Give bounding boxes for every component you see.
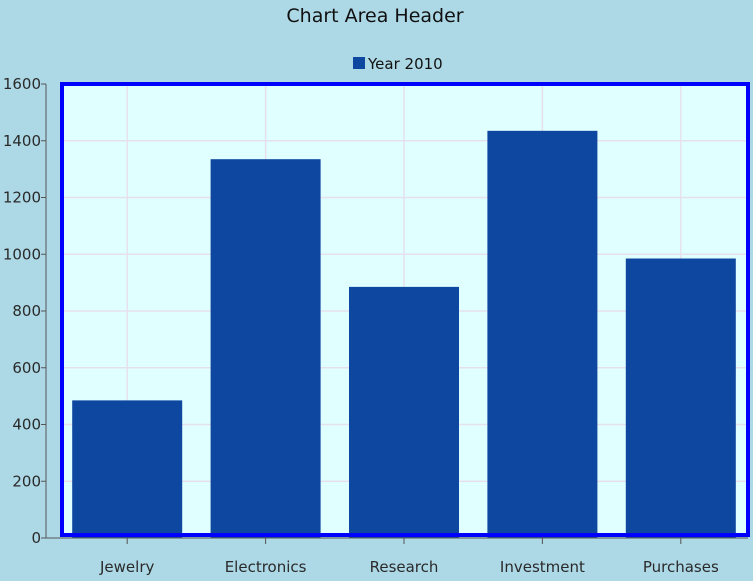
bar-investment[interactable] — [487, 130, 598, 538]
y-tick-label: 800 — [12, 302, 41, 320]
y-tick-label: 200 — [12, 472, 41, 490]
x-tick-label: Investment — [500, 558, 585, 576]
y-axis-ticks: 0 200 400 600 800 1000 1200 1400 1600 — [3, 75, 46, 547]
y-tick-label: 1600 — [3, 75, 41, 93]
x-tick-label: Purchases — [643, 558, 719, 576]
y-tick-label: 600 — [12, 359, 41, 377]
y-tick-label: 1000 — [3, 245, 41, 263]
x-tick-label: Jewelry — [99, 558, 154, 576]
bars — [72, 130, 736, 538]
legend-label: Year 2010 — [367, 55, 443, 73]
y-tick-label: 0 — [31, 529, 41, 547]
x-tick-label: Electronics — [225, 558, 307, 576]
legend: Year 2010 — [353, 55, 443, 73]
x-tick-label: Research — [370, 558, 439, 576]
y-tick-label: 1400 — [3, 132, 41, 150]
y-tick-label: 1200 — [3, 189, 41, 207]
bar-purchases[interactable] — [625, 258, 736, 538]
x-axis-ticks: Jewelry Electronics Research Investment Purc… — [99, 538, 719, 576]
y-tick-label: 400 — [12, 416, 41, 434]
legend-swatch — [353, 57, 365, 69]
bar-jewelry[interactable] — [72, 400, 183, 538]
chart-title: Chart Area Header — [286, 5, 463, 27]
plot-border — [60, 82, 750, 537]
bar-research[interactable] — [349, 286, 459, 538]
bar-electronics[interactable] — [210, 159, 321, 538]
